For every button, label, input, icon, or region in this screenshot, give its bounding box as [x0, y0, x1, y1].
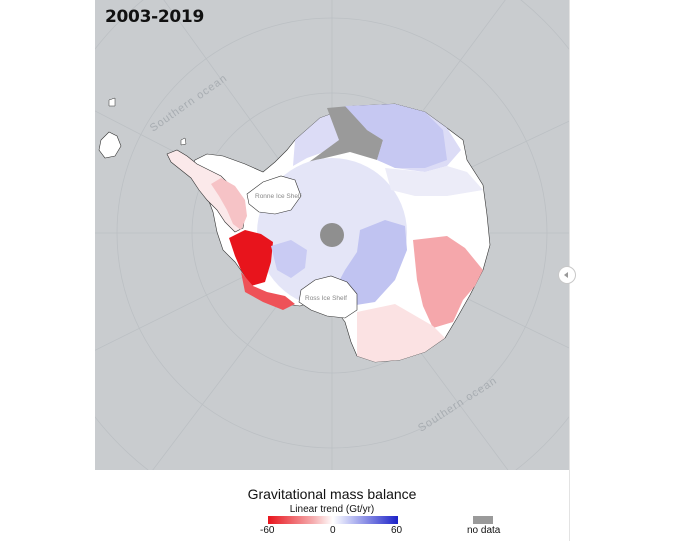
- region-victoria-land: [357, 304, 445, 362]
- ross-ice-shelf: [298, 275, 358, 319]
- ross-label: Ross Ice Shelf: [305, 295, 347, 302]
- no-data-swatch: [473, 516, 493, 524]
- region-bellingshausen-loss: [241, 272, 295, 310]
- ronne-ice-shelf: [246, 175, 302, 215]
- ronne-label: Ronne Ice Shelf: [255, 193, 301, 200]
- peninsula-loss-band: [211, 178, 247, 230]
- region-no-data: [309, 106, 383, 162]
- ocean-label-right: Southern ocean: [416, 375, 499, 435]
- legend-tick-zero: 0: [330, 525, 336, 536]
- legend: Gravitational mass balance Linear trend …: [95, 470, 569, 541]
- period-title: 2003-2019: [105, 7, 204, 27]
- region-siple-gain: [271, 240, 307, 278]
- legend-title: Gravitational mass balance: [247, 486, 417, 502]
- colorbar: [268, 516, 398, 524]
- no-data-label: no data: [467, 525, 501, 536]
- map-panel: Ronne Ice Shelf Ross Ice Shelf Southern …: [95, 0, 569, 470]
- chevron-left-icon[interactable]: [558, 266, 576, 284]
- region-plateau-gain: [331, 220, 407, 306]
- pole-hole: [320, 223, 344, 247]
- region-enderby-gain: [345, 104, 447, 168]
- region-amundsen-loss: [229, 230, 273, 286]
- antarctica-map: Ronne Ice Shelf Ross Ice Shelf Southern …: [95, 0, 569, 470]
- legend-subtitle: Linear trend (Gt/yr): [289, 504, 375, 515]
- region-amery: [385, 166, 483, 196]
- legend-tick-min: -60: [260, 525, 275, 536]
- legend-tick-max: 60: [391, 525, 403, 536]
- region-wilkes-loss: [413, 236, 483, 328]
- south-america-tip: [98, 131, 122, 159]
